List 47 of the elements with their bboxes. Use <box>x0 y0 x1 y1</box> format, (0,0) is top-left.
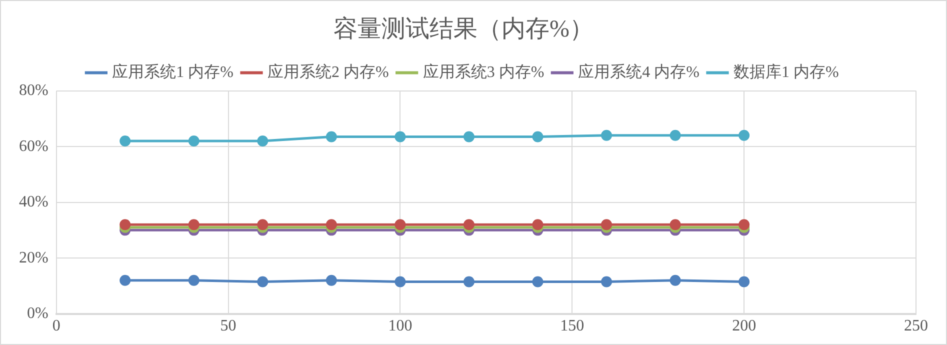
x-tick-label: 100 <box>388 318 412 335</box>
point <box>394 276 406 288</box>
legend-label: 应用系统2 内存% <box>268 63 389 82</box>
point <box>738 130 750 141</box>
point <box>670 219 681 230</box>
x-tick-label: 200 <box>732 318 756 335</box>
y-tick-label: 20% <box>19 249 48 266</box>
point <box>738 276 750 288</box>
x-tick-label: 150 <box>560 318 584 335</box>
chart-title: 容量测试结果（内存%） <box>334 16 594 43</box>
point <box>326 274 337 286</box>
point <box>463 276 474 288</box>
point <box>326 131 337 142</box>
y-tick-label: 0% <box>27 305 48 322</box>
legend-label: 应用系统4 内存% <box>578 63 700 82</box>
point <box>257 276 268 288</box>
point <box>463 131 474 142</box>
legend-label: 数据库1 内存% <box>733 63 839 82</box>
legend-label: 应用系统3 内存% <box>422 63 544 82</box>
point <box>394 131 406 142</box>
point <box>463 219 474 230</box>
y-tick-label: 60% <box>19 138 48 155</box>
legend-label: 应用系统1 内存% <box>112 63 234 82</box>
point <box>120 274 131 286</box>
point <box>394 219 406 230</box>
point <box>188 135 200 146</box>
point <box>532 276 544 288</box>
point <box>257 135 268 146</box>
point <box>670 274 681 286</box>
y-tick-label: 80% <box>19 82 48 100</box>
y-tick-label: 40% <box>19 194 48 211</box>
point <box>326 219 337 230</box>
point <box>670 130 681 141</box>
x-tick-label: 0 <box>52 318 60 335</box>
point <box>257 219 268 230</box>
point <box>601 130 612 141</box>
point <box>532 219 544 230</box>
x-tick-label: 50 <box>220 318 236 335</box>
point <box>532 131 544 142</box>
point <box>601 276 612 288</box>
point <box>738 219 750 230</box>
point <box>188 219 200 230</box>
point <box>120 135 131 146</box>
point <box>601 219 612 230</box>
point <box>188 274 200 286</box>
point <box>120 219 131 230</box>
x-tick-label: 250 <box>904 318 928 335</box>
